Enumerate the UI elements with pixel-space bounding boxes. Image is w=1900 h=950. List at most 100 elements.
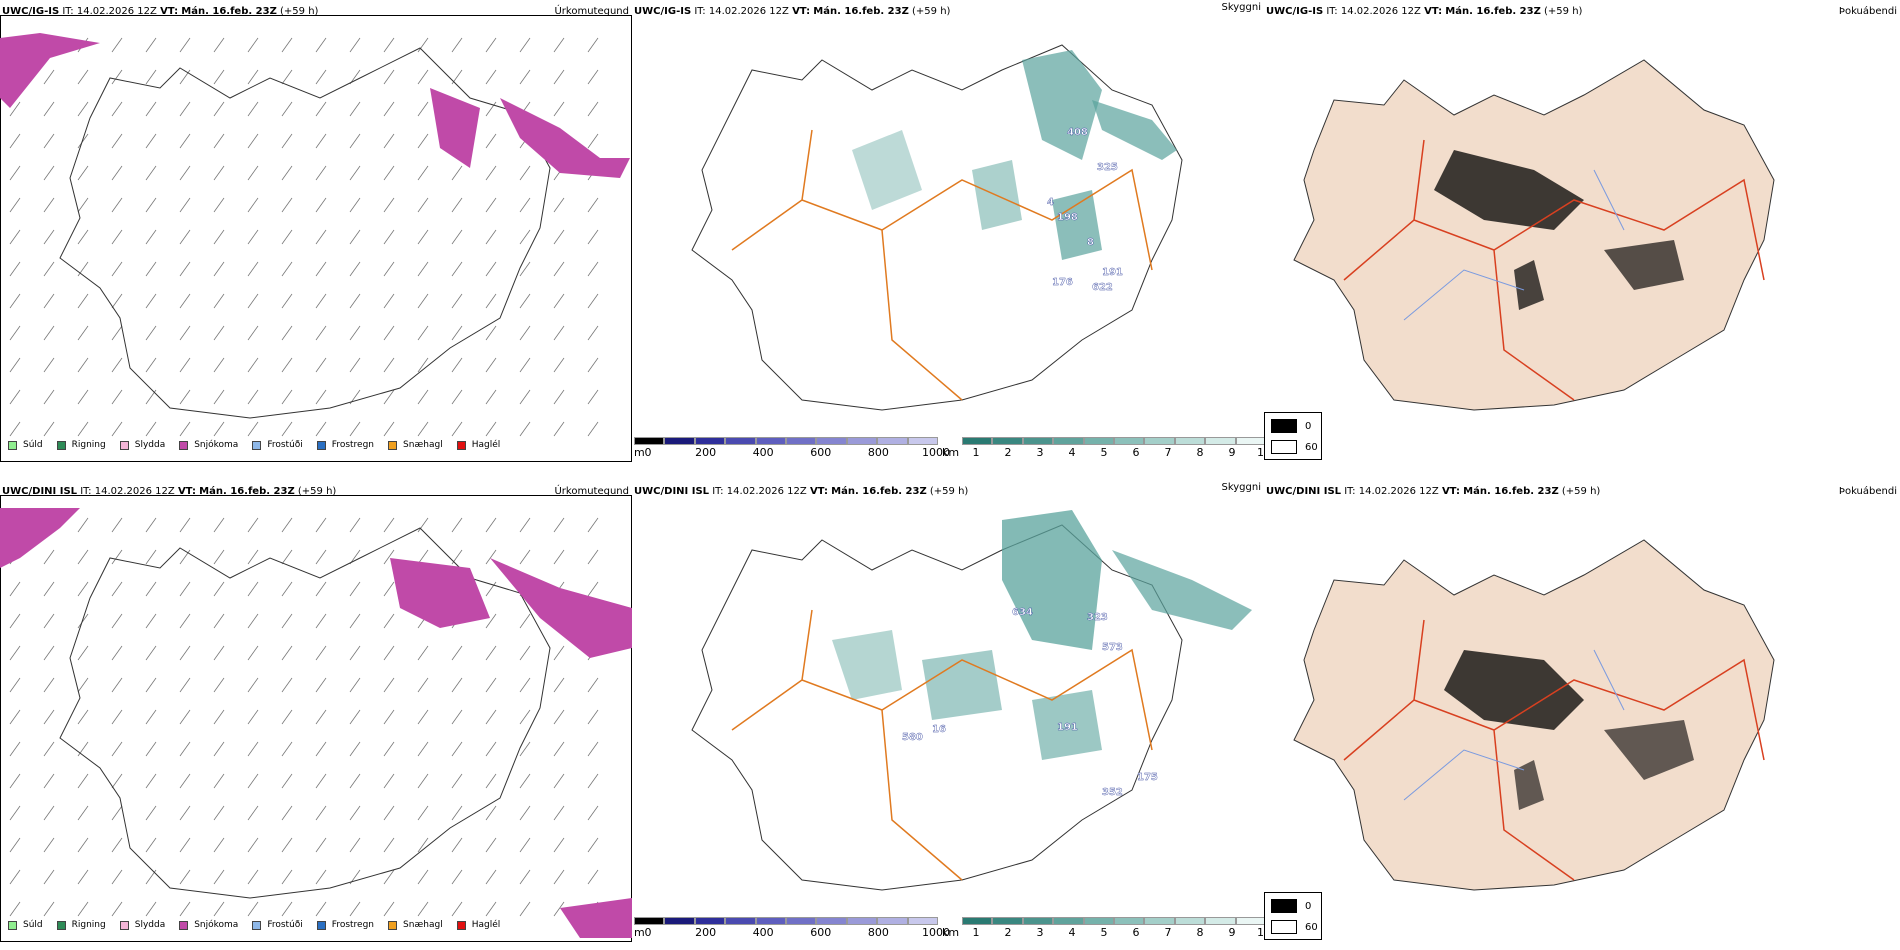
wind-barb — [213, 133, 225, 149]
wind-barb — [179, 901, 191, 917]
wind-barb — [485, 645, 497, 661]
wind-barb — [77, 613, 89, 629]
legend-item: Haglél — [456, 920, 500, 930]
wind-barb — [247, 69, 259, 85]
wind-barb — [451, 165, 463, 181]
vt-label: VT: — [177, 486, 196, 497]
wind-barb — [315, 709, 327, 725]
legend-item: Súld — [8, 920, 43, 930]
wind-barb — [485, 805, 497, 821]
island-outline — [691, 524, 1183, 891]
cloud-base-unit: m — [634, 446, 645, 459]
wind-barb — [553, 389, 565, 405]
wind-barb — [213, 773, 225, 789]
legend-label: Frostregn — [331, 920, 375, 930]
wind-barb — [9, 645, 21, 661]
precip-panel-title: Úrkomutegund — [554, 6, 629, 17]
wind-barb — [213, 101, 225, 117]
wind-barb — [451, 421, 463, 437]
wind-barb — [213, 69, 225, 85]
legend-label: Frostregn — [331, 440, 375, 450]
wind-barb — [281, 197, 293, 213]
colorbar-tick-label: 4 — [1068, 926, 1076, 939]
precip-legend: Súld Rigning Slydda Snjókoma Frostúði Frostre… — [8, 920, 514, 930]
wind-barb — [519, 709, 531, 725]
wind-barb — [77, 69, 89, 85]
valid-time: Mán. 16.feb. 23Z — [831, 486, 927, 497]
wind-barb — [349, 517, 361, 533]
wind-barb — [315, 613, 327, 629]
wind-barb — [451, 293, 463, 309]
cloud-base-labels: 408 325 198 191 622 176 4 8 — [1047, 127, 1123, 293]
wind-barb — [519, 901, 531, 917]
wind-barb — [281, 805, 293, 821]
wind-barb — [587, 869, 599, 885]
colorbar-tick-label: 400 — [752, 446, 774, 459]
wind-barb — [43, 293, 55, 309]
wind-barb — [9, 229, 21, 245]
wind-barb — [451, 325, 463, 341]
wind-barb — [587, 197, 599, 213]
wind-barb — [281, 229, 293, 245]
fog-legend-swatch — [1271, 920, 1297, 934]
wind-barb — [9, 325, 21, 341]
wind-barb — [145, 709, 157, 725]
wind-barb — [553, 517, 565, 533]
row2-cloud-panel: UWC/DINI ISL IT: 14.02.2026 12Z VT: Mán.… — [632, 480, 1271, 950]
wind-barb — [145, 133, 157, 149]
wind-barb — [77, 645, 89, 661]
wind-barb — [179, 101, 191, 117]
legend-item: Rigning — [56, 920, 106, 930]
colorbar-segment — [877, 437, 908, 445]
wind-barb — [145, 837, 157, 853]
wind-barb — [349, 197, 361, 213]
wind-barb — [349, 613, 361, 629]
wind-barb — [383, 101, 395, 117]
wind-barb — [451, 645, 463, 661]
wind-barb — [485, 229, 497, 245]
cloud-base-value: 323 — [1087, 612, 1108, 623]
wind-barb — [553, 805, 565, 821]
visibility-colorbar — [962, 917, 1266, 925]
wind-barb — [247, 645, 259, 661]
wind-barb — [145, 293, 157, 309]
legend-label: Súld — [23, 920, 43, 930]
wind-barb — [315, 901, 327, 917]
legend-swatch — [8, 440, 17, 450]
wind-barb — [417, 229, 429, 245]
wind-barb — [77, 805, 89, 821]
lead-time: (+59 h) — [912, 6, 951, 17]
row2-fog-header: UWC/DINI ISL IT: 14.02.2026 12Z VT: Mán.… — [1266, 486, 1600, 497]
legend-label: Frostúði — [267, 440, 303, 450]
snow-area — [0, 508, 80, 568]
legend-item: Haglél — [456, 440, 500, 450]
wind-barb — [485, 581, 497, 597]
wind-barb — [43, 133, 55, 149]
wind-barb — [349, 837, 361, 853]
wind-barb — [451, 837, 463, 853]
it-label: IT: — [712, 486, 724, 497]
wind-barb — [553, 197, 565, 213]
wind-barb — [43, 325, 55, 341]
wind-barb — [587, 357, 599, 373]
lead-time: (+59 h) — [1544, 6, 1583, 17]
wind-barb — [485, 517, 497, 533]
wind-barb — [417, 357, 429, 373]
wind-barb — [213, 869, 225, 885]
cloud-base-ticks: 0 200 400 600 800 1000 — [632, 926, 951, 940]
colorbar-tick-label: 7 — [1164, 446, 1172, 459]
legend-swatch — [56, 920, 66, 930]
wind-barb — [485, 421, 497, 437]
wind-barb — [145, 37, 157, 53]
row1-fog-panel: UWC/IG-IS IT: 14.02.2026 12Z VT: Mán. 16… — [1264, 0, 1900, 470]
wind-barb — [145, 901, 157, 917]
wind-barb — [383, 325, 395, 341]
wind-barb — [383, 645, 395, 661]
wind-barb — [43, 357, 55, 373]
row1-cloud-panel: UWC/IG-IS IT: 14.02.2026 12Z VT: Mán. 16… — [632, 0, 1271, 470]
fog-legend-label: 0 — [1305, 900, 1312, 912]
wind-barb — [179, 837, 191, 853]
wind-barb — [553, 901, 565, 917]
wind-barb — [145, 517, 157, 533]
cloud-map: 408 325 198 191 622 176 4 8 — [691, 44, 1183, 411]
